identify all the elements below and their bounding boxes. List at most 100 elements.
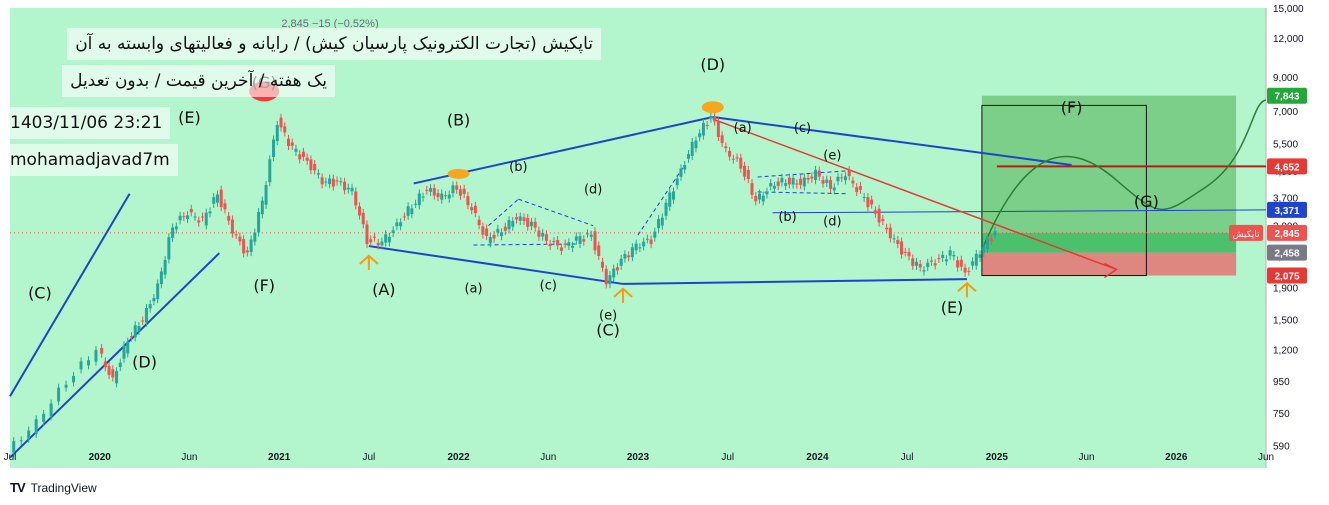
- candle-body: [627, 255, 631, 258]
- forecast-arrowhead: [1104, 262, 1118, 279]
- x-tick-label: Jun: [181, 452, 197, 463]
- x-tick-label: 2022: [447, 452, 470, 463]
- tradingview-logo-icon: TV: [10, 480, 26, 495]
- candle-body: [533, 221, 537, 228]
- candle-body: [787, 177, 791, 185]
- candle-body: [817, 170, 821, 177]
- time-axis[interactable]: Jul 2020 Jun 2021 Jul 2022 Jun 2023 Jul 2024 Jul 20…: [4, 452, 1274, 463]
- candle-body: [541, 232, 545, 237]
- candle-body: [597, 245, 601, 256]
- candle-body: [799, 178, 803, 185]
- tradingview-brand[interactable]: TV TradingView: [10, 480, 97, 495]
- candle-body: [159, 271, 163, 285]
- candle-body: [167, 237, 171, 260]
- wave-label: (E): [178, 108, 201, 127]
- x-tick-label: 2023: [627, 452, 650, 463]
- symbol-tag: [1229, 224, 1263, 241]
- candle-body: [716, 121, 720, 137]
- candle-body: [769, 183, 773, 187]
- price-tag: [1267, 201, 1307, 218]
- candle-body: [129, 336, 133, 338]
- candle-body: [713, 116, 717, 122]
- candle-body: [571, 245, 575, 248]
- candle-body: [402, 216, 406, 218]
- candle-body: [866, 197, 870, 208]
- x-tick-label: Jul: [721, 452, 734, 463]
- low-arrow-icon: [957, 281, 977, 298]
- candle-body: [358, 206, 362, 216]
- symbol-tag-label: تاپکیش: [1233, 230, 1260, 240]
- candle-body: [64, 384, 68, 388]
- candle-body: [529, 221, 533, 227]
- candle-body: [328, 178, 332, 185]
- subwave-line: [757, 191, 848, 195]
- candle-body: [855, 187, 859, 193]
- candle-body: [515, 217, 519, 220]
- candle-body: [410, 208, 414, 214]
- wave-label: (b): [778, 210, 796, 225]
- candle-body: [552, 241, 556, 243]
- wave-label: (F): [1061, 98, 1083, 117]
- candle-body: [313, 164, 317, 171]
- candle-body: [42, 413, 46, 422]
- candle-body: [152, 298, 156, 302]
- candle-body: [272, 139, 276, 158]
- wave-label: (c): [540, 279, 557, 294]
- candle-body: [118, 362, 122, 367]
- candle-body: [586, 233, 590, 235]
- candle-body: [825, 179, 829, 183]
- candle-body: [103, 361, 107, 368]
- candle-body: [907, 251, 911, 257]
- candle-body: [963, 267, 967, 273]
- wave-label: (a): [464, 282, 482, 297]
- candle-body: [937, 258, 941, 260]
- candle-body: [275, 124, 279, 141]
- candle-body: [821, 179, 825, 184]
- candle-body: [593, 231, 597, 251]
- candle-body: [877, 208, 881, 223]
- chart-title: تاپکیش (تجارت الکترونیک پارسیان کیش) / ر…: [67, 28, 601, 60]
- y-tick-label: 3,700: [1273, 193, 1298, 204]
- candle-body: [234, 234, 238, 236]
- y-tick-label: 1,500: [1273, 315, 1298, 326]
- wave-label: (B): [447, 110, 470, 129]
- candle-body: [279, 117, 283, 128]
- wave-label: (C): [28, 284, 52, 303]
- projection-zones: [10, 95, 1266, 277]
- x-tick-label: 2024: [806, 452, 829, 463]
- candle-body: [429, 188, 433, 192]
- candle-body: [765, 191, 769, 195]
- candle-body: [384, 234, 388, 243]
- target-zone: [981, 95, 1237, 233]
- candle-body: [582, 239, 586, 242]
- candle-body: [537, 230, 541, 237]
- candle-body: [500, 232, 504, 237]
- price-tag: [1267, 244, 1307, 261]
- candle-body: [896, 239, 900, 244]
- peak-marker: [701, 101, 724, 114]
- candle-body: [810, 176, 814, 179]
- candle-body: [989, 238, 993, 242]
- candle-body: [705, 124, 709, 126]
- candle-body: [885, 227, 889, 230]
- candle-body: [156, 283, 160, 300]
- candle-body: [305, 157, 309, 161]
- candle-body: [264, 184, 268, 205]
- candle-body: [948, 250, 952, 256]
- candle-body: [144, 308, 148, 323]
- candle-body: [956, 260, 960, 268]
- candle-body: [653, 231, 657, 238]
- x-tick-label: 2025: [986, 452, 1009, 463]
- candle-body: [94, 349, 98, 362]
- wave-label: (e): [823, 148, 841, 163]
- candle-body: [862, 196, 866, 198]
- candle-body: [406, 206, 410, 216]
- candle-body: [343, 181, 347, 191]
- candle-body: [331, 178, 335, 187]
- candle-body: [507, 220, 511, 230]
- y-tick-label: 9,000: [1273, 73, 1298, 84]
- wave-label: (d): [823, 215, 841, 230]
- candle-body: [791, 177, 795, 185]
- candle-body: [174, 226, 178, 230]
